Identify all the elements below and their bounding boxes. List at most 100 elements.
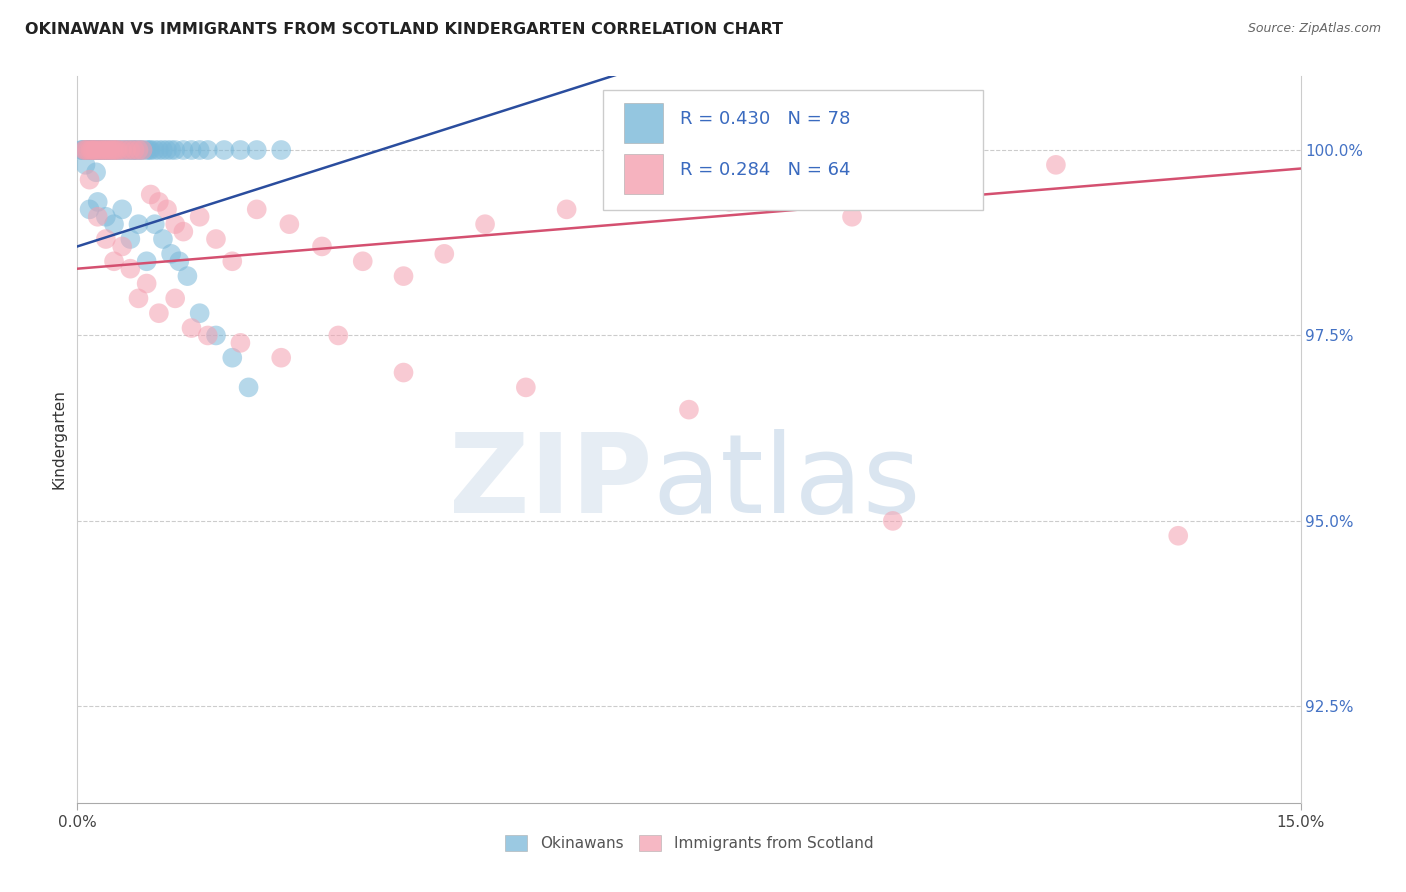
- Point: [108, 143, 131, 157]
- Point: [1045, 158, 1067, 172]
- Legend: Okinawans, Immigrants from Scotland: Okinawans, Immigrants from Scotland: [498, 829, 880, 857]
- Point: [165, 291, 187, 305]
- Point: [75, 143, 97, 157]
- Text: R = 0.284   N = 64: R = 0.284 N = 64: [681, 161, 851, 179]
- Point: [148, 306, 170, 320]
- Point: [89, 143, 111, 157]
- Point: [160, 143, 183, 157]
- Point: [118, 143, 141, 157]
- Point: [1167, 529, 1189, 543]
- Point: [139, 143, 162, 157]
- Point: [718, 194, 741, 209]
- Point: [188, 306, 211, 320]
- Point: [131, 143, 153, 157]
- Point: [90, 143, 112, 157]
- Text: ZIP: ZIP: [449, 429, 652, 536]
- Point: [125, 143, 148, 157]
- Point: [841, 210, 863, 224]
- Point: [87, 194, 110, 209]
- Point: [120, 261, 142, 276]
- Point: [131, 143, 153, 157]
- Point: [107, 143, 129, 157]
- Point: [111, 143, 134, 157]
- Point: [172, 225, 194, 239]
- Point: [79, 143, 101, 157]
- Point: [96, 143, 118, 157]
- Point: [97, 143, 120, 157]
- Point: [107, 143, 129, 157]
- Point: [89, 143, 111, 157]
- Point: [238, 380, 260, 394]
- Point: [87, 210, 110, 224]
- Point: [678, 402, 700, 417]
- Point: [882, 514, 904, 528]
- Point: [156, 143, 179, 157]
- Point: [111, 202, 134, 217]
- Point: [152, 143, 174, 157]
- Point: [138, 143, 160, 157]
- Point: [221, 254, 243, 268]
- Point: [80, 143, 103, 157]
- Point: [93, 143, 115, 157]
- Point: [94, 210, 117, 224]
- Point: [352, 254, 374, 268]
- Point: [246, 202, 269, 217]
- Point: [70, 143, 93, 157]
- Point: [180, 321, 202, 335]
- Point: [139, 187, 162, 202]
- Point: [103, 143, 125, 157]
- Point: [148, 143, 170, 157]
- Point: [93, 143, 115, 157]
- Point: [152, 232, 174, 246]
- Point: [101, 143, 124, 157]
- Point: [105, 143, 128, 157]
- Point: [103, 217, 125, 231]
- Point: [197, 143, 219, 157]
- Point: [515, 380, 537, 394]
- Point: [83, 143, 105, 157]
- Point: [84, 165, 107, 179]
- Point: [278, 217, 301, 231]
- Point: [120, 143, 142, 157]
- Point: [76, 143, 98, 157]
- Point: [143, 143, 166, 157]
- Point: [82, 143, 104, 157]
- Point: [135, 143, 157, 157]
- FancyBboxPatch shape: [624, 103, 664, 144]
- Point: [94, 143, 117, 157]
- Text: R = 0.430   N = 78: R = 0.430 N = 78: [681, 110, 851, 128]
- Point: [90, 143, 112, 157]
- Point: [73, 143, 96, 157]
- Point: [311, 239, 333, 253]
- Point: [197, 328, 219, 343]
- Point: [94, 232, 117, 246]
- Point: [172, 143, 194, 157]
- Point: [77, 143, 100, 157]
- Point: [474, 217, 496, 231]
- Point: [124, 143, 146, 157]
- Point: [97, 143, 120, 157]
- Point: [229, 335, 252, 350]
- Point: [270, 143, 292, 157]
- Point: [79, 202, 101, 217]
- Point: [180, 143, 202, 157]
- Point: [89, 143, 111, 157]
- Point: [205, 232, 228, 246]
- Point: [160, 247, 183, 261]
- Point: [103, 143, 125, 157]
- Point: [127, 217, 149, 231]
- Point: [77, 143, 100, 157]
- Point: [229, 143, 252, 157]
- Text: atlas: atlas: [652, 429, 921, 536]
- Point: [80, 143, 103, 157]
- Point: [83, 143, 105, 157]
- Point: [270, 351, 292, 365]
- FancyBboxPatch shape: [603, 90, 983, 211]
- Point: [246, 143, 269, 157]
- Point: [143, 217, 166, 231]
- Point: [100, 143, 122, 157]
- Point: [84, 143, 107, 157]
- Point: [135, 277, 157, 291]
- Point: [328, 328, 350, 343]
- FancyBboxPatch shape: [624, 154, 664, 194]
